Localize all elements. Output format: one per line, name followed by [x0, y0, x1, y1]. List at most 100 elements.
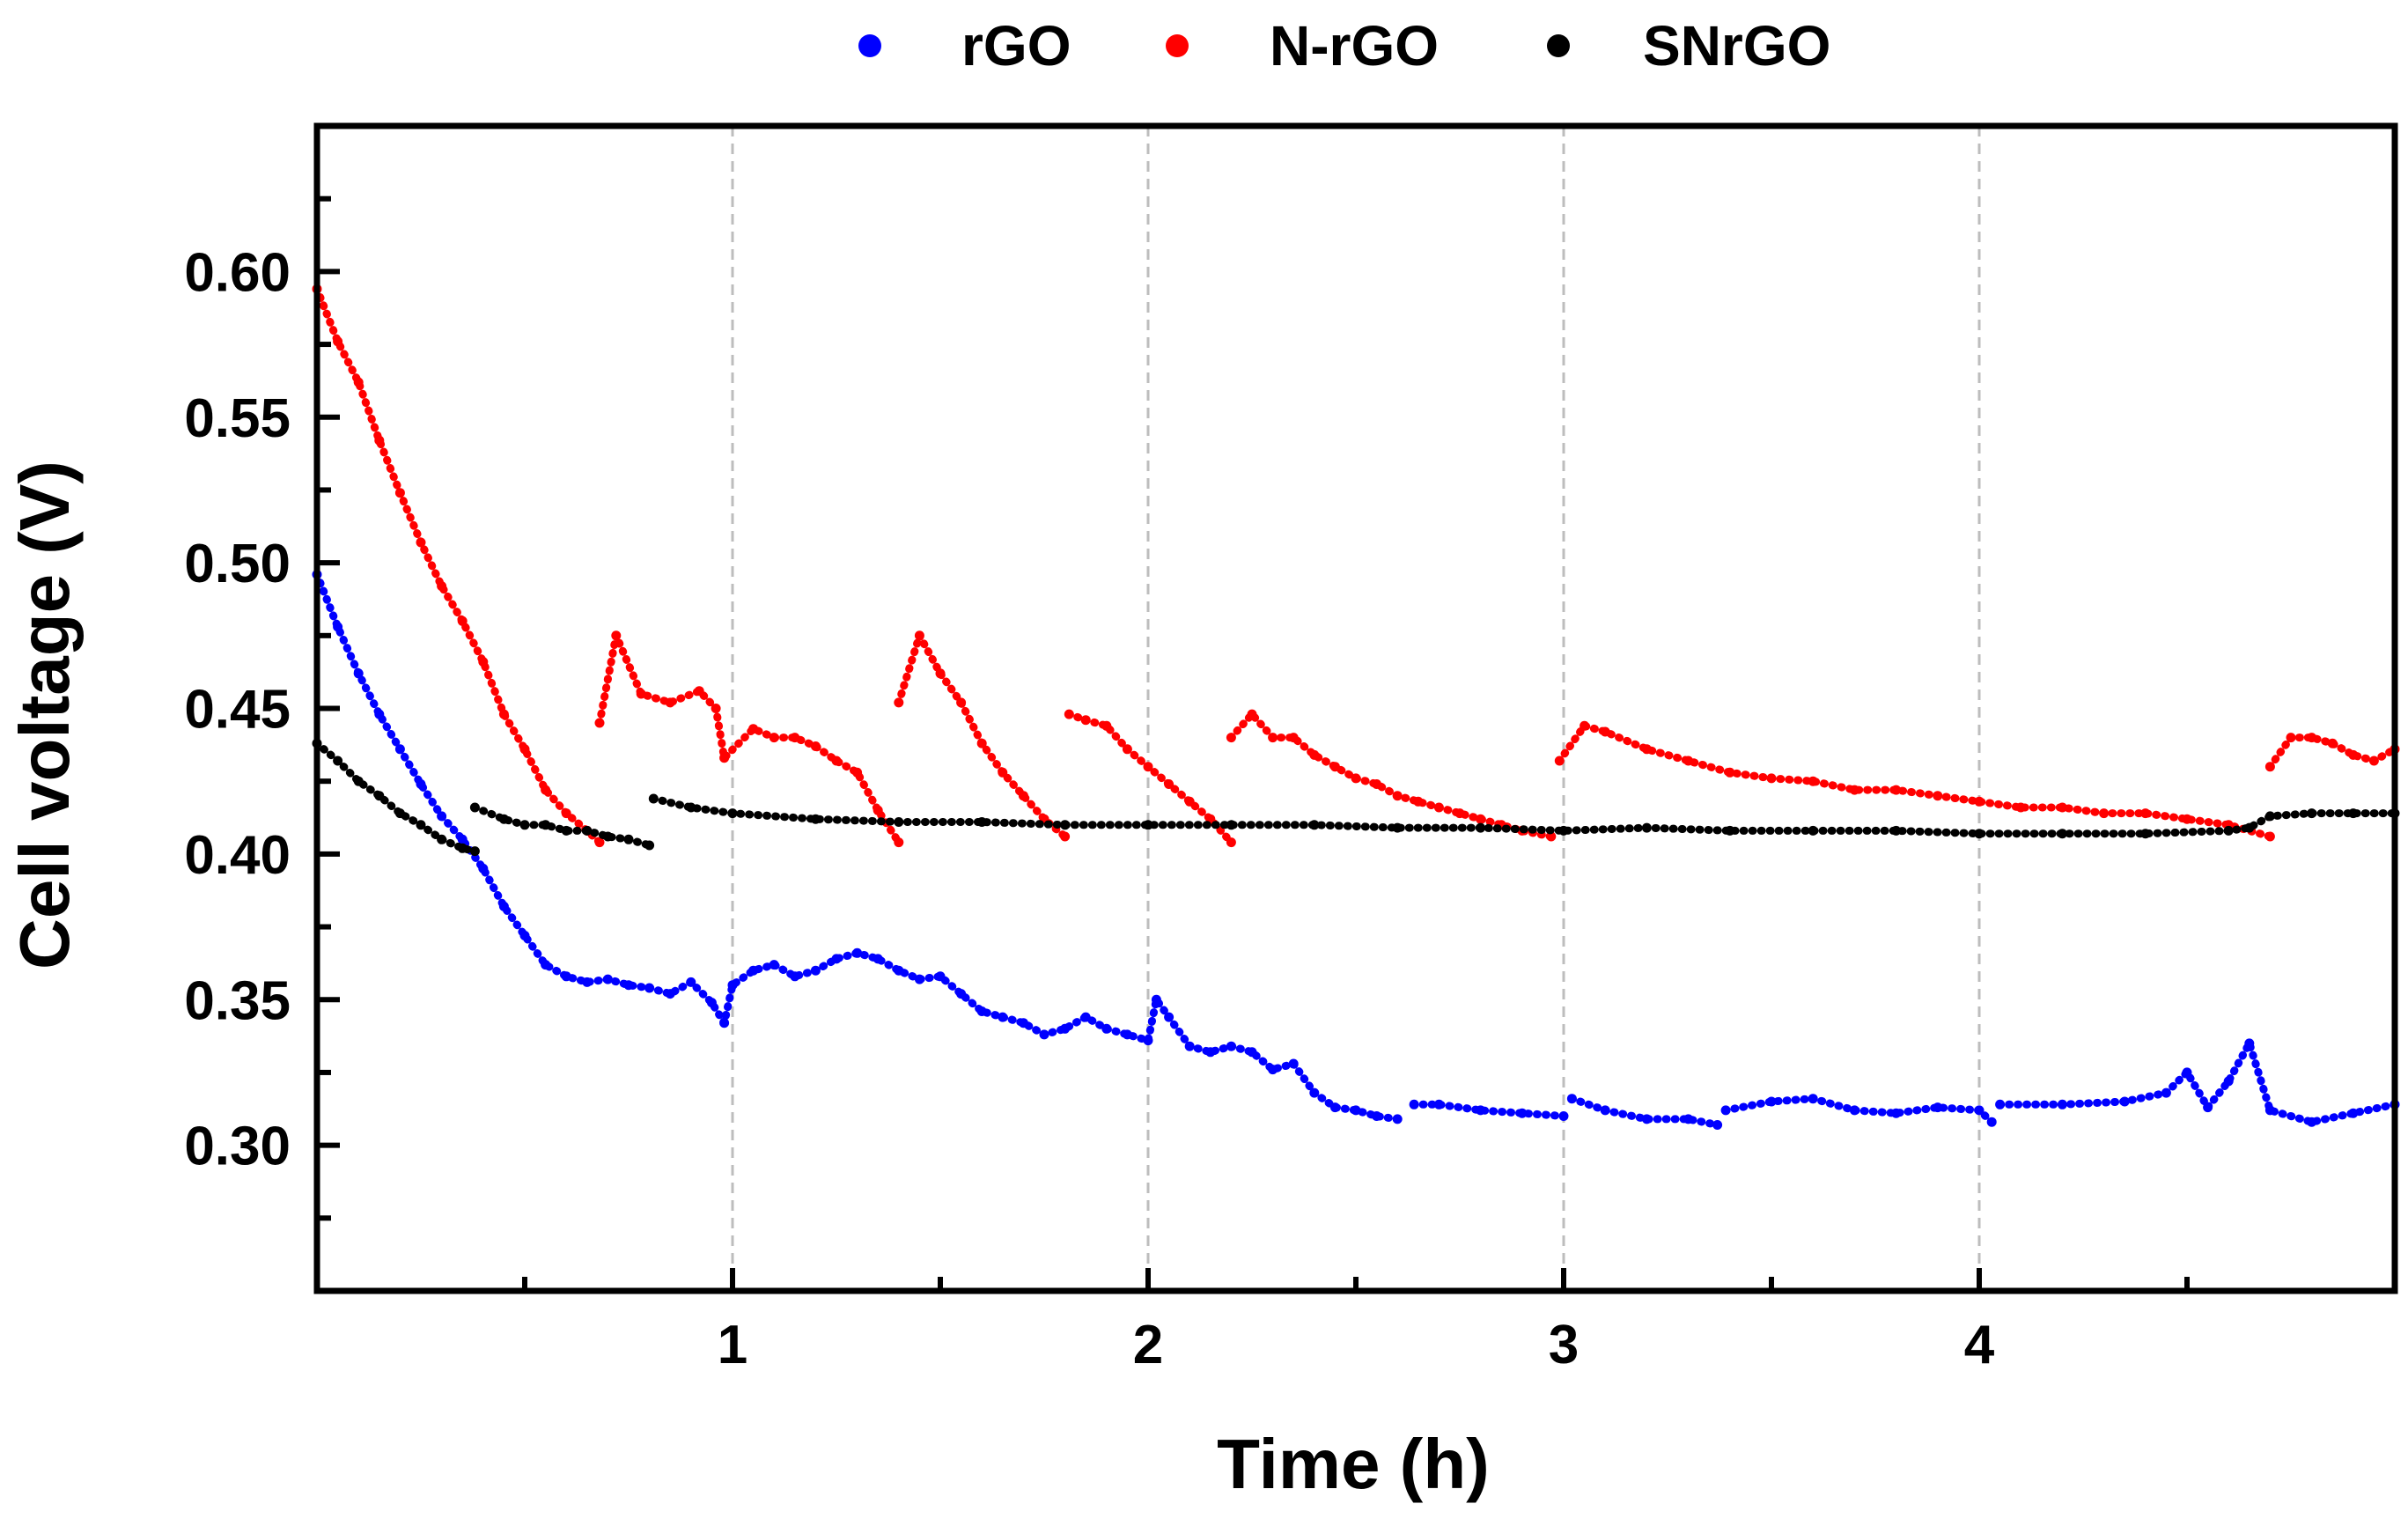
y-tick-label-0.40: 0.40	[184, 825, 291, 886]
point-snrgo-2-11	[1476, 822, 1486, 833]
point-n-rgo-2-4	[976, 738, 987, 748]
point-rgo-0-23	[769, 960, 779, 970]
point-n-rgo-6-2	[2307, 733, 2317, 743]
point-rgo-0-50	[1309, 1087, 1320, 1098]
y-tick-label-0.45: 0.45	[184, 680, 291, 741]
point-rgo-1-1	[1433, 1099, 1444, 1109]
point-n-rgo-5-5	[1725, 767, 1735, 778]
legend-marker-rgo	[858, 34, 881, 57]
x-tick-label-2: 2	[1133, 1315, 1163, 1375]
point-rgo-0-3	[374, 709, 385, 719]
point-snrgo-2-8	[1226, 820, 1236, 830]
point-rgo-0-48	[1268, 1065, 1278, 1075]
point-n-rgo-5-8	[1849, 785, 1859, 795]
point-snrgo-2-24	[2348, 808, 2359, 819]
point-rgo-0-54	[1392, 1114, 1403, 1124]
point-rgo-0-17	[665, 989, 675, 999]
point-snrgo-2-9	[1309, 820, 1320, 830]
point-rgo-0-12	[561, 971, 571, 982]
point-snrgo-1-2	[519, 820, 530, 830]
point-snrgo-2-14	[1725, 825, 1735, 836]
point-snrgo-2-2	[727, 808, 738, 819]
point-rgo-3-1	[1766, 1096, 1777, 1107]
point-rgo-0-26	[831, 954, 842, 964]
point-n-rgo-4-7	[1372, 779, 1382, 789]
point-n-rgo-4-8	[1392, 791, 1403, 801]
point-n-rgo-2-6	[1018, 791, 1028, 801]
point-n-rgo-2-2	[935, 668, 946, 679]
point-n-rgo-6-3	[2327, 738, 2338, 748]
point-n-rgo-1-4	[694, 686, 704, 697]
point-rgo-1-2	[1476, 1105, 1486, 1116]
point-n-rgo-2-1	[914, 630, 924, 641]
point-rgo-0-43	[1164, 1012, 1175, 1022]
point-n-rgo-3-6	[1184, 796, 1195, 807]
point-n-rgo-0-2	[353, 377, 364, 387]
point-rgo-1-0	[1409, 1099, 1419, 1109]
y-tick-label-0.60: 0.60	[184, 242, 291, 303]
point-n-rgo-1-1	[611, 630, 622, 641]
series-n-rgo-segment-4	[1226, 710, 1556, 841]
grid-layer	[731, 126, 1981, 1291]
point-n-rgo-4-4	[1309, 749, 1320, 760]
point-rgo-0-15	[623, 980, 634, 991]
point-n-rgo-0-6	[437, 581, 447, 592]
point-rgo-0-51	[1329, 1102, 1340, 1113]
point-rgo-0-38	[1080, 1012, 1091, 1022]
point-n-rgo-1-13	[873, 805, 883, 815]
point-n-rgo-2-8	[1060, 831, 1071, 842]
point-n-rgo-5-12	[2015, 802, 2026, 813]
point-n-rgo-5-14	[2099, 808, 2110, 819]
point-snrgo-1-5	[582, 825, 593, 836]
point-rgo-0-39	[1101, 1023, 1112, 1034]
point-rgo-0-4	[394, 744, 405, 755]
x-tick-label-3: 3	[1549, 1315, 1579, 1375]
point-n-rgo-1-10	[810, 741, 821, 751]
point-rgo-4-8	[2264, 1105, 2275, 1116]
x-tick-label-1: 1	[718, 1315, 747, 1375]
point-n-rgo-5-11	[1974, 796, 1985, 807]
legend-label-n-rgo: N-rGO	[1270, 14, 1439, 77]
point-n-rgo-3-0	[1064, 709, 1074, 719]
point-snrgo-2-22	[2264, 811, 2275, 822]
point-rgo-0-52	[1351, 1105, 1361, 1116]
y-axis-title: Cell voltage (V)	[5, 461, 84, 969]
point-n-rgo-6-1	[2286, 733, 2296, 743]
point-rgo-2-4	[1712, 1120, 1723, 1130]
point-n-rgo-4-12	[1476, 814, 1486, 824]
point-snrgo-0-6	[437, 834, 447, 844]
point-snrgo-2-23	[2307, 808, 2317, 819]
series-snrgo	[312, 738, 2400, 857]
point-n-rgo-5-4	[1683, 756, 1694, 766]
point-rgo-3-2	[1808, 1094, 1818, 1104]
point-n-rgo-5-15	[2140, 808, 2151, 819]
point-snrgo-2-19	[2140, 829, 2151, 839]
point-snrgo-1-7	[623, 834, 634, 844]
point-n-rgo-3-1	[1080, 715, 1091, 726]
point-snrgo-0-5	[416, 820, 426, 830]
point-snrgo-2-12	[1558, 825, 1569, 836]
point-n-rgo-0-10	[519, 744, 530, 755]
axis-layer: 1 2 3 4 0.30 0.35 0.40 0.45 0.50 0.55 0.60	[184, 122, 2398, 1375]
point-rgo-0-2	[353, 668, 364, 679]
point-snrgo-2-15	[1808, 825, 1818, 836]
point-rgo-0-29	[894, 965, 904, 976]
point-n-rgo-0-5	[416, 537, 426, 548]
point-rgo-0-31	[935, 971, 946, 982]
point-snrgo-1-1	[498, 814, 509, 824]
point-snrgo-0-7	[457, 843, 468, 853]
point-snrgo-1-6	[602, 831, 613, 842]
point-snrgo-2-16	[1891, 825, 1902, 836]
plot-layer	[312, 284, 2400, 1130]
point-n-rgo-4-1	[1247, 709, 1257, 719]
point-rgo-0-11	[541, 960, 551, 970]
point-n-rgo-5-10	[1933, 791, 1943, 801]
point-rgo-0-16	[644, 983, 655, 993]
point-rgo-0-20	[719, 1018, 730, 1028]
legend: rGO N-rGO SNrGO	[858, 14, 1830, 77]
point-n-rgo-5-6	[1766, 773, 1777, 784]
point-rgo-0-33	[976, 1006, 987, 1016]
point-n-rgo-5-18	[2264, 831, 2275, 842]
point-n-rgo-1-14	[894, 837, 904, 848]
